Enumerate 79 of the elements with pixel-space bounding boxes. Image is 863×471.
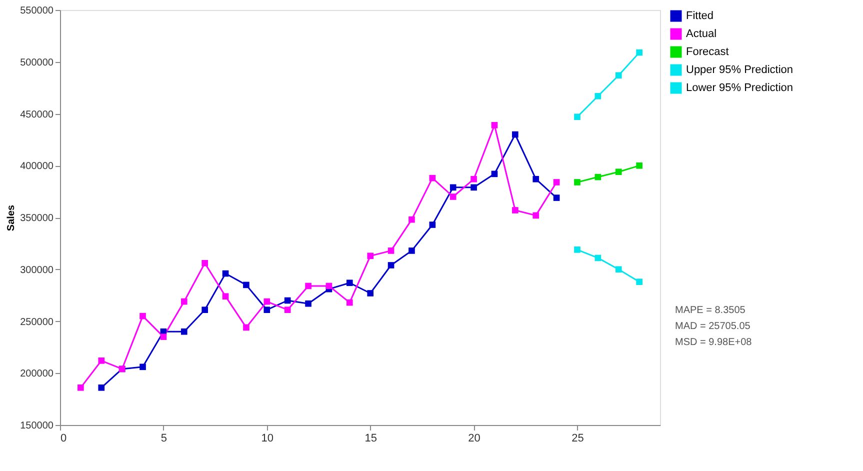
x-tick-label: 15 (364, 432, 377, 444)
point (553, 194, 560, 201)
point (388, 262, 394, 268)
point (408, 248, 415, 254)
point (140, 312, 146, 320)
y-tick-label: 500000 (20, 57, 54, 68)
point (491, 122, 498, 128)
point (222, 270, 229, 277)
point (180, 328, 188, 335)
point (615, 72, 622, 79)
point (574, 179, 580, 186)
point (202, 260, 208, 266)
point (470, 176, 477, 182)
x-tick-label: 25 (572, 432, 584, 444)
point (491, 170, 498, 178)
point (160, 334, 167, 340)
point (636, 162, 642, 169)
point (512, 131, 518, 138)
x-tick-label: 20 (468, 432, 480, 444)
point (429, 174, 436, 182)
point (264, 306, 270, 313)
point (636, 49, 642, 56)
point (367, 290, 374, 296)
point (594, 254, 602, 262)
point (408, 216, 415, 223)
point (615, 168, 622, 176)
legend-label: Upper 95% Prediction (686, 64, 794, 76)
text: MAPE = 8.3505 (675, 305, 746, 316)
point (346, 280, 353, 286)
x-tick-label: 10 (261, 432, 274, 444)
point (202, 306, 208, 313)
point (532, 212, 540, 219)
point (264, 298, 270, 305)
point (574, 114, 580, 120)
point (305, 300, 312, 307)
text: MSD = 9.98E+08 (675, 337, 752, 348)
point (305, 282, 312, 290)
point (98, 358, 105, 364)
text: MAD = 25705.05 (675, 321, 751, 332)
point (450, 194, 456, 200)
point (243, 324, 250, 331)
point (594, 174, 602, 180)
point (222, 293, 229, 300)
y-axis-title: Sales (6, 204, 18, 232)
point (574, 246, 580, 253)
point (429, 222, 436, 228)
point (594, 92, 602, 100)
point (512, 207, 518, 214)
y-tick-label: 550000 (20, 6, 54, 16)
y-tick-label: 400000 (20, 161, 54, 172)
point (450, 184, 456, 191)
legend-label: Actual (686, 28, 717, 40)
x-tick-label: 0 (60, 432, 67, 444)
point (470, 184, 477, 191)
point (532, 176, 540, 182)
point (388, 248, 394, 254)
point (636, 278, 642, 285)
point (243, 282, 250, 288)
point (615, 266, 622, 273)
legend-label: Forecast (686, 46, 729, 58)
point (367, 252, 374, 260)
point (78, 384, 84, 391)
point (180, 298, 188, 305)
legend-label: Lower 95% Prediction (686, 82, 794, 94)
point (346, 299, 353, 306)
x-tick-label: 5 (160, 432, 168, 444)
y-tick-label: 350000 (20, 213, 54, 224)
y-tick-label: 250000 (20, 316, 54, 328)
point (553, 179, 560, 186)
y-tick-label: 150000 (20, 420, 54, 432)
point (140, 364, 146, 370)
point (284, 306, 291, 313)
point (98, 384, 105, 391)
y-tick-label: 300000 (20, 264, 54, 276)
point (326, 282, 332, 290)
y-tick-label: 450000 (20, 109, 54, 120)
y-tick-label: 200000 (20, 368, 54, 380)
point (284, 297, 291, 304)
legend-label: Fitted (686, 10, 714, 22)
